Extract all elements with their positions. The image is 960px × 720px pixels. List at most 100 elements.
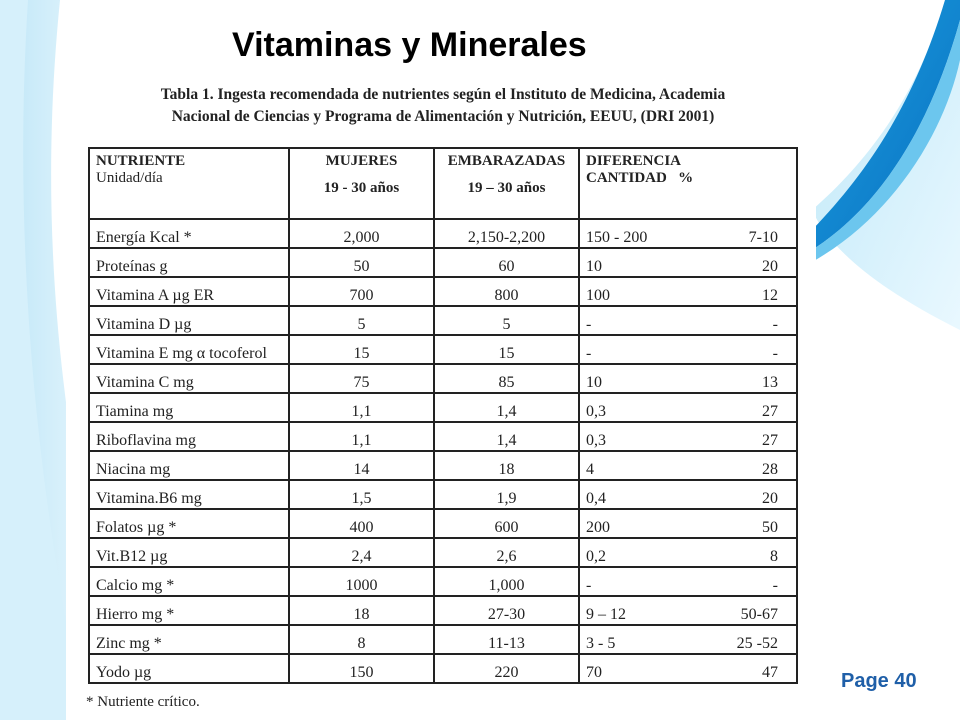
header-women-age: 19 - 30 años — [323, 180, 400, 196]
women-value: 14 — [353, 461, 370, 478]
pregnant-value: 2,6 — [496, 548, 517, 565]
table-caption: Tabla 1. Ingesta recomendada de nutrient… — [98, 84, 788, 128]
difference-percent: 47 — [762, 664, 778, 681]
difference-percent: - — [772, 577, 778, 594]
difference-percent: 20 — [762, 490, 778, 507]
document-image: Tabla 1. Ingesta recomendada de nutrient… — [66, 75, 816, 720]
pregnant-value-cell: 60 — [433, 247, 580, 278]
women-value: 1000 — [345, 577, 378, 594]
difference-percent: 8 — [770, 548, 778, 565]
nutrient-cell: Vitamina C mg — [88, 363, 290, 394]
difference-percent: - — [772, 345, 778, 362]
difference-percent: 7-10 — [748, 229, 778, 246]
difference-cell: 200 50 — [578, 508, 798, 539]
table-row: Energía Kcal * 2,000 2,150-2,200 150 - 2… — [88, 218, 798, 249]
difference-cell: 10 20 — [578, 247, 798, 278]
difference-amount: 0,4 — [586, 490, 606, 507]
header-nutrient-label: NUTRIENTE — [96, 153, 186, 169]
difference-cell: 150 - 200 7-10 — [578, 218, 798, 249]
pregnant-value: 60 — [498, 258, 515, 275]
nutrient-cell: Vitamina A µg ER — [88, 276, 290, 307]
difference-cell: 70 47 — [578, 653, 798, 684]
pregnant-value-cell: 800 — [433, 276, 580, 307]
women-value-cell: 1,1 — [288, 392, 435, 423]
women-value: 15 — [353, 345, 370, 362]
nutrient-cell: Tiamina mg — [88, 392, 290, 423]
women-value-cell: 400 — [288, 508, 435, 539]
pregnant-value-cell: 5 — [433, 305, 580, 336]
nutrient-cell: Zinc mg * — [88, 624, 290, 655]
header-pregnant-label: EMBARAZADAS — [447, 153, 566, 169]
pregnant-value-cell: 220 — [433, 653, 580, 684]
difference-amount: 0,3 — [586, 403, 606, 420]
nutrient-name: Niacina mg — [96, 461, 171, 478]
nutrient-name: Tiamina mg — [96, 403, 174, 420]
difference-cell: - - — [578, 566, 798, 597]
women-value-cell: 1000 — [288, 566, 435, 597]
difference-amount: 3 - 5 — [586, 635, 616, 652]
nutrient-name: Folatos µg * — [96, 519, 177, 536]
header-nutrient: NUTRIENTE Unidad/día — [88, 147, 290, 220]
pregnant-value-cell: 1,9 — [433, 479, 580, 510]
table-body: Energía Kcal * 2,000 2,150-2,200 150 - 2… — [88, 218, 798, 684]
table-row: Vitamina A µg ER 700 800 100 12 — [88, 276, 798, 307]
pregnant-value-cell: 85 — [433, 363, 580, 394]
table-row: Zinc mg * 8 11-13 3 - 5 25 -52 — [88, 624, 798, 655]
nutrient-name: Riboflavina mg — [96, 432, 196, 449]
pregnant-value-cell: 2,6 — [433, 537, 580, 568]
header-women-label: MUJERES — [325, 153, 398, 169]
difference-cell: 10 13 — [578, 363, 798, 394]
nutrient-cell: Proteínas g — [88, 247, 290, 278]
women-value-cell: 15 — [288, 334, 435, 365]
table-row: Vitamina C mg 75 85 10 13 — [88, 363, 798, 394]
women-value: 5 — [357, 316, 366, 333]
nutrient-cell: Hierro mg * — [88, 595, 290, 626]
difference-cell: - - — [578, 305, 798, 336]
women-value: 1,5 — [351, 490, 372, 507]
pregnant-value: 5 — [502, 316, 511, 333]
pregnant-value: 800 — [494, 287, 519, 304]
women-value: 2,000 — [343, 229, 380, 246]
nutrient-name: Energía Kcal * — [96, 229, 192, 246]
pregnant-value: 11-13 — [488, 635, 525, 652]
pregnant-value: 1,4 — [496, 403, 517, 420]
pregnant-value-cell: 27-30 — [433, 595, 580, 626]
women-value: 2,4 — [351, 548, 372, 565]
pregnant-value-cell: 1,4 — [433, 421, 580, 452]
pregnant-value: 15 — [498, 345, 515, 362]
nutrient-cell: Calcio mg * — [88, 566, 290, 597]
pregnant-value: 18 — [498, 461, 515, 478]
header-difference: DIFERENCIA CANTIDAD % — [578, 147, 798, 220]
pregnant-value: 1,000 — [488, 577, 525, 594]
difference-cell: 100 12 — [578, 276, 798, 307]
pregnant-value-cell: 18 — [433, 450, 580, 481]
nutrient-cell: Folatos µg * — [88, 508, 290, 539]
difference-cell: - - — [578, 334, 798, 365]
difference-amount: 10 — [586, 258, 602, 275]
difference-amount: 200 — [586, 519, 610, 536]
table-row: Niacina mg 14 18 4 28 — [88, 450, 798, 481]
header-pregnant-age: 19 – 30 años — [467, 180, 546, 196]
women-value-cell: 50 — [288, 247, 435, 278]
difference-cell: 0,2 8 — [578, 537, 798, 568]
nutrient-name: Hierro mg * — [96, 606, 175, 623]
women-value-cell: 150 — [288, 653, 435, 684]
women-value: 700 — [349, 287, 374, 304]
difference-cell: 0,4 20 — [578, 479, 798, 510]
women-value-cell: 700 — [288, 276, 435, 307]
women-value-cell: 1,5 — [288, 479, 435, 510]
difference-amount: 0,3 — [586, 432, 606, 449]
table-row: Vitamina D µg 5 5 - - — [88, 305, 798, 336]
difference-cell: 0,3 27 — [578, 421, 798, 452]
slide-title: Vitaminas y Minerales — [232, 26, 587, 64]
header-nutrient-unit: Unidad/día — [96, 170, 163, 186]
pregnant-value-cell: 600 — [433, 508, 580, 539]
header-difference-sub: CANTIDAD % — [586, 170, 694, 186]
page-number: Page 40 — [841, 670, 917, 692]
nutrient-name: Vitamina E mg α tocoferol — [96, 345, 267, 362]
footnote: * Nutriente crítico. — [86, 694, 200, 710]
table-row: Vitamina E mg α tocoferol 15 15 - - — [88, 334, 798, 365]
nutrient-cell: Vitamina D µg — [88, 305, 290, 336]
difference-amount: 9 – 12 — [586, 606, 626, 623]
table-row: Folatos µg * 400 600 200 50 — [88, 508, 798, 539]
